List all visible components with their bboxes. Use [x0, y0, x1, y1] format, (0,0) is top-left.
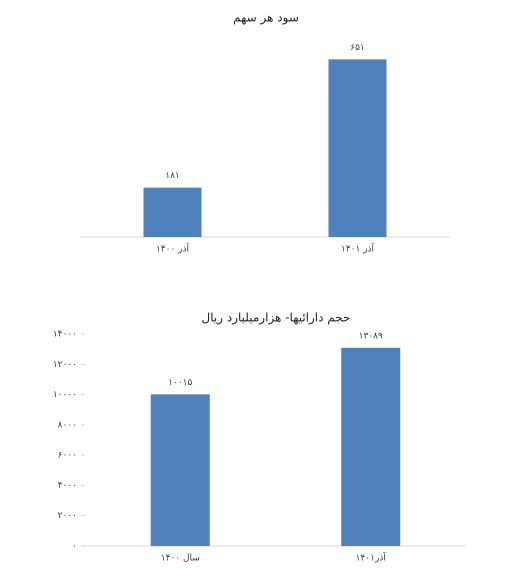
value-label: ۱۰۰۱۵: [168, 378, 192, 388]
y-tick-label: ۸۰۰۰: [58, 420, 77, 430]
y-tick-label: ۴۰۰۰: [58, 481, 77, 491]
chart-title: سود هر سهم: [233, 11, 299, 26]
y-tick-label: ۱۲۰۰۰: [53, 360, 77, 370]
value-label: ۶۵۱: [350, 43, 365, 53]
bar: [143, 187, 202, 237]
y-tick-label: ۰: [72, 542, 77, 552]
x-tick-label: سال ۱۴۰۰: [161, 554, 200, 564]
value-label: ۱۸۱: [165, 171, 180, 181]
x-tick-label: آذر۱۴۰۱: [356, 552, 387, 564]
value-label: ۱۳۰۸۹: [359, 331, 383, 341]
x-tick-label: آذر ۱۴۰۰: [156, 243, 190, 255]
y-tick-label: ۲۰۰۰: [58, 511, 77, 521]
x-tick-label: آذر ۱۴۰۱: [341, 243, 375, 255]
y-tick-label: ۶۰۰۰: [58, 451, 77, 461]
y-tick-label: ۱۴۰۰۰: [53, 330, 77, 340]
y-tick-label: ۱۰۰۰۰: [53, 390, 77, 400]
bar: [341, 347, 401, 546]
chart-title: حجم دارائیها- هزارمیلیارد ریال: [202, 311, 351, 326]
bar: [150, 394, 210, 546]
bar: [328, 59, 387, 238]
